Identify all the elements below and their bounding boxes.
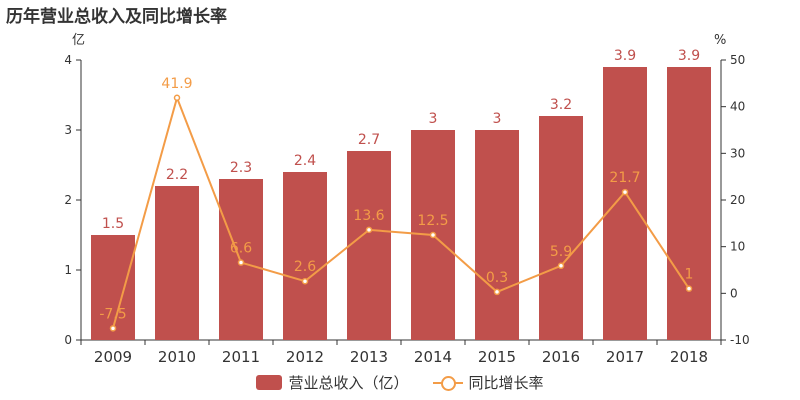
bar [347,151,391,340]
y-right-tick-label: 30 [730,146,745,160]
y-left-tick-label: 1 [64,263,72,277]
x-tick-label: 2013 [350,348,388,366]
growth-point [685,285,693,292]
growth-value-label: 12.5 [417,213,448,229]
growth-line [112,94,690,329]
y-right-tick-label: 20 [730,193,745,207]
x-tick-label: 2010 [158,348,196,366]
bar [91,235,135,340]
bar-labels: 1.5 2.2 2.3 2.4 2.7 3 3 3.2 3.9 3.9 [102,48,700,232]
growth-value-label: 13.6 [353,208,384,224]
growth-point [429,231,437,239]
chart-title: 历年营业总收入及同比增长率 [6,7,227,27]
bar [667,67,711,340]
x-tick-label: 2016 [542,348,580,366]
growth-point [365,226,373,234]
growth-value-label: 1 [685,267,694,283]
y-right-tick-label: 50 [730,53,745,67]
bar-value-label: 3.9 [614,48,636,64]
x-tick-label: 2017 [606,348,644,366]
y-left-tick-label: 4 [64,53,72,67]
bar-value-label: 2.4 [294,153,316,169]
bar-value-label: 2.2 [166,167,188,183]
growth-point [301,277,309,285]
x-tick-label: 2011 [222,348,260,366]
bar-series [91,67,711,340]
bar [539,116,583,340]
y-right-tick-label: 40 [730,100,745,114]
growth-value-label: 5.9 [550,244,572,260]
bar-value-label: 3 [429,111,438,127]
bar-value-label: 1.5 [102,216,124,232]
bar-value-label: 3 [493,111,502,127]
bar-value-label: 2.7 [358,132,380,148]
growth-value-label: 2.6 [294,259,316,275]
y-left-tick-label: 0 [64,333,72,347]
legend-line-swatch [432,375,463,391]
y-right-tick-label: 0 [730,286,738,300]
x-tick-label: 2014 [414,348,452,366]
bar [155,186,199,340]
y-right-tick-label: -10 [730,333,750,347]
y-left-unit: 亿 [72,33,85,48]
growth-value-label: 21.7 [609,170,640,186]
x-tick-label: 2012 [286,348,324,366]
bar-value-label: 2.3 [230,160,252,176]
bar [283,172,327,340]
y-left-tick-label: 2 [64,193,72,207]
growth-point [621,188,629,196]
growth-point [173,94,181,102]
bar-value-label: 3.2 [550,97,572,113]
bar [475,130,519,340]
x-tick-label: 2009 [94,348,132,366]
legend: 营业总收入（亿） 同比增长率 [0,372,800,393]
growth-point [237,259,245,266]
y-right-unit: % [714,33,726,48]
legend-bar-swatch [256,375,283,390]
x-tick-label: 2015 [478,348,516,366]
growth-value-label: 41.9 [161,76,192,92]
growth-point [493,288,501,296]
growth-point [109,325,117,332]
growth-value-label: -7.5 [99,306,126,322]
legend-item-revenue[interactable]: 营业总收入（亿） [256,372,409,393]
legend-label-revenue: 营业总收入（亿） [288,374,409,392]
growth-point [557,262,565,270]
bar [603,67,647,340]
growth-value-label: 6.6 [230,241,252,257]
x-tick-labels: 2009 2010 2011 2012 2013 2014 2015 2016 2017 2018 [94,348,708,366]
legend-item-growth[interactable]: 同比增长率 [432,372,544,393]
line-series: -7.5 41.9 6.6 2.6 13.6 12.5 0.3 5.9 21.7 1 [99,76,694,332]
y-left-tick-label: 3 [64,123,72,137]
legend-label-growth: 同比增长率 [468,374,544,392]
growth-value-label: 0.3 [486,270,508,286]
bar-value-label: 3.9 [678,48,700,64]
y-right-tick-label: 10 [730,240,745,254]
x-tick-label: 2018 [670,348,708,366]
